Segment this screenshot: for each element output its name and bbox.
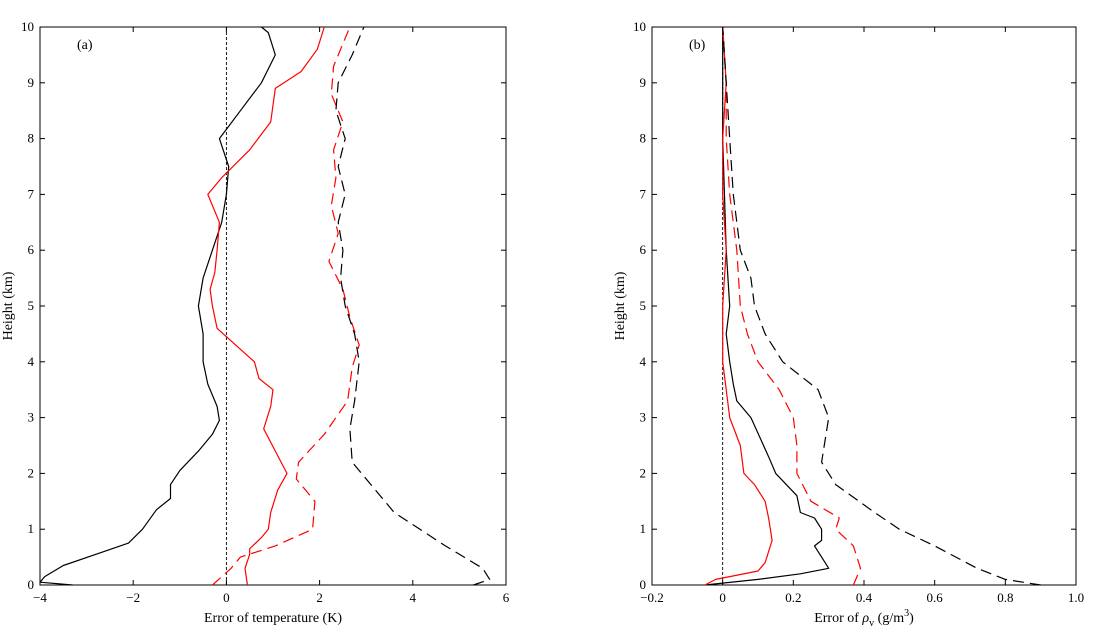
series-line-1: [39, 26, 276, 586]
y-tick-label: 10: [21, 19, 34, 34]
plot-frame: [651, 26, 1077, 586]
x-axis-label: Error of ρv (g/m3): [814, 608, 914, 629]
y-tick-label: 3: [28, 410, 35, 425]
y-tick-label: 6: [28, 242, 35, 257]
y-tick-label: 9: [640, 75, 647, 90]
x-tick-label: 0.8: [997, 590, 1013, 605]
x-tick-label: −0.2: [640, 590, 664, 605]
y-tick-label: 7: [28, 186, 35, 201]
x-tick-label: 2: [316, 590, 323, 605]
panel-label: (b): [689, 38, 706, 53]
y-tick-label: 0: [28, 577, 35, 592]
y-tick-label: 6: [640, 242, 647, 257]
x-tick-label: 0.2: [785, 590, 801, 605]
y-axis-label: Height (km): [613, 271, 628, 340]
series-line-3: [722, 26, 862, 586]
x-tick-label: 4: [410, 590, 417, 605]
series-line-1: [704, 27, 830, 586]
series-line-3: [212, 26, 360, 586]
panel-a-temperature-error: −4 −2 0 2 4 6 0 1 2 3 4 5 6 7 8 9 10 (a) Height (km) Error …: [1, 19, 510, 626]
y-tick-label: 4: [28, 354, 35, 369]
series-line-4: [335, 26, 491, 586]
series-line-4: [722, 26, 1041, 586]
x-tick-label: 0.4: [856, 590, 873, 605]
x-tick-label: 6: [503, 590, 510, 605]
panel-b-vapor-density-error: −0.2 0 0.2 0.4 0.6 0.8 1.0012345678910(b)Heigh…: [613, 19, 1084, 629]
x-tick-label: −2: [126, 590, 140, 605]
y-tick-label: 7: [640, 186, 647, 201]
y-tick-label: 3: [640, 410, 647, 425]
y-tick-label: 2: [640, 465, 647, 480]
y-tick-label: 4: [640, 354, 647, 369]
x-tick-label: −4: [33, 590, 47, 605]
x-tick-label: 0: [223, 590, 230, 605]
x-tick-label: 1.0: [1068, 590, 1084, 605]
y-tick-label: 8: [640, 131, 647, 146]
y-tick-label: 8: [28, 131, 35, 146]
y-tick-label: 0: [640, 577, 647, 592]
x-axis-label: Error of temperature (K): [204, 611, 342, 626]
y-tick-label: 10: [633, 19, 646, 34]
y-tick-label: 5: [640, 298, 647, 313]
series-line-2: [207, 26, 325, 586]
y-tick-label: 9: [28, 75, 35, 90]
y-axis-label: Height (km): [1, 271, 16, 340]
y-tick-label: 1: [640, 521, 647, 536]
panel-label: (a): [77, 38, 93, 53]
plot-frame: [39, 26, 507, 586]
y-tick-label: 2: [28, 465, 35, 480]
x-tick-label: 0: [719, 590, 726, 605]
x-tick-label: 0.6: [927, 590, 944, 605]
series-line-2: [704, 26, 773, 586]
y-tick-label: 1: [28, 521, 35, 536]
y-tick-label: 5: [28, 298, 35, 313]
